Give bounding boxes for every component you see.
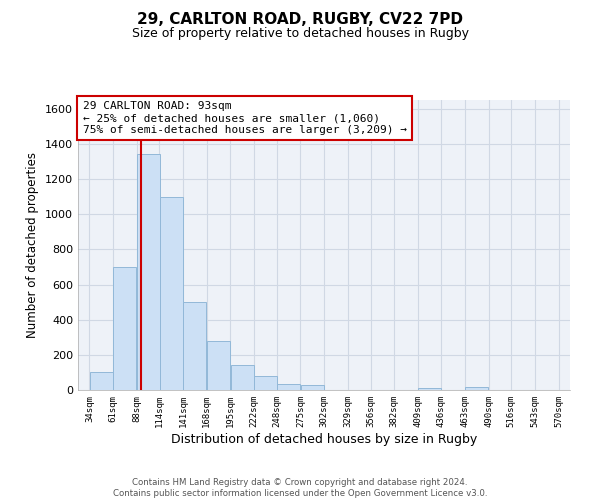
Bar: [277, 384, 300, 390]
Text: 29, CARLTON ROAD, RUGBY, CV22 7PD: 29, CARLTON ROAD, RUGBY, CV22 7PD: [137, 12, 463, 28]
Bar: [301, 384, 323, 390]
Bar: [137, 154, 160, 390]
Bar: [418, 388, 441, 390]
Text: 29 CARLTON ROAD: 93sqm
← 25% of detached houses are smaller (1,060)
75% of semi-: 29 CARLTON ROAD: 93sqm ← 25% of detached…: [83, 102, 407, 134]
Bar: [207, 341, 230, 390]
Bar: [113, 267, 136, 390]
Bar: [465, 388, 488, 390]
Bar: [90, 372, 113, 390]
Text: Size of property relative to detached houses in Rugby: Size of property relative to detached ho…: [131, 28, 469, 40]
Bar: [184, 302, 206, 390]
Bar: [230, 366, 254, 390]
Bar: [160, 196, 183, 390]
Y-axis label: Number of detached properties: Number of detached properties: [26, 152, 40, 338]
Text: Contains HM Land Registry data © Crown copyright and database right 2024.
Contai: Contains HM Land Registry data © Crown c…: [113, 478, 487, 498]
X-axis label: Distribution of detached houses by size in Rugby: Distribution of detached houses by size …: [171, 432, 477, 446]
Bar: [254, 376, 277, 390]
